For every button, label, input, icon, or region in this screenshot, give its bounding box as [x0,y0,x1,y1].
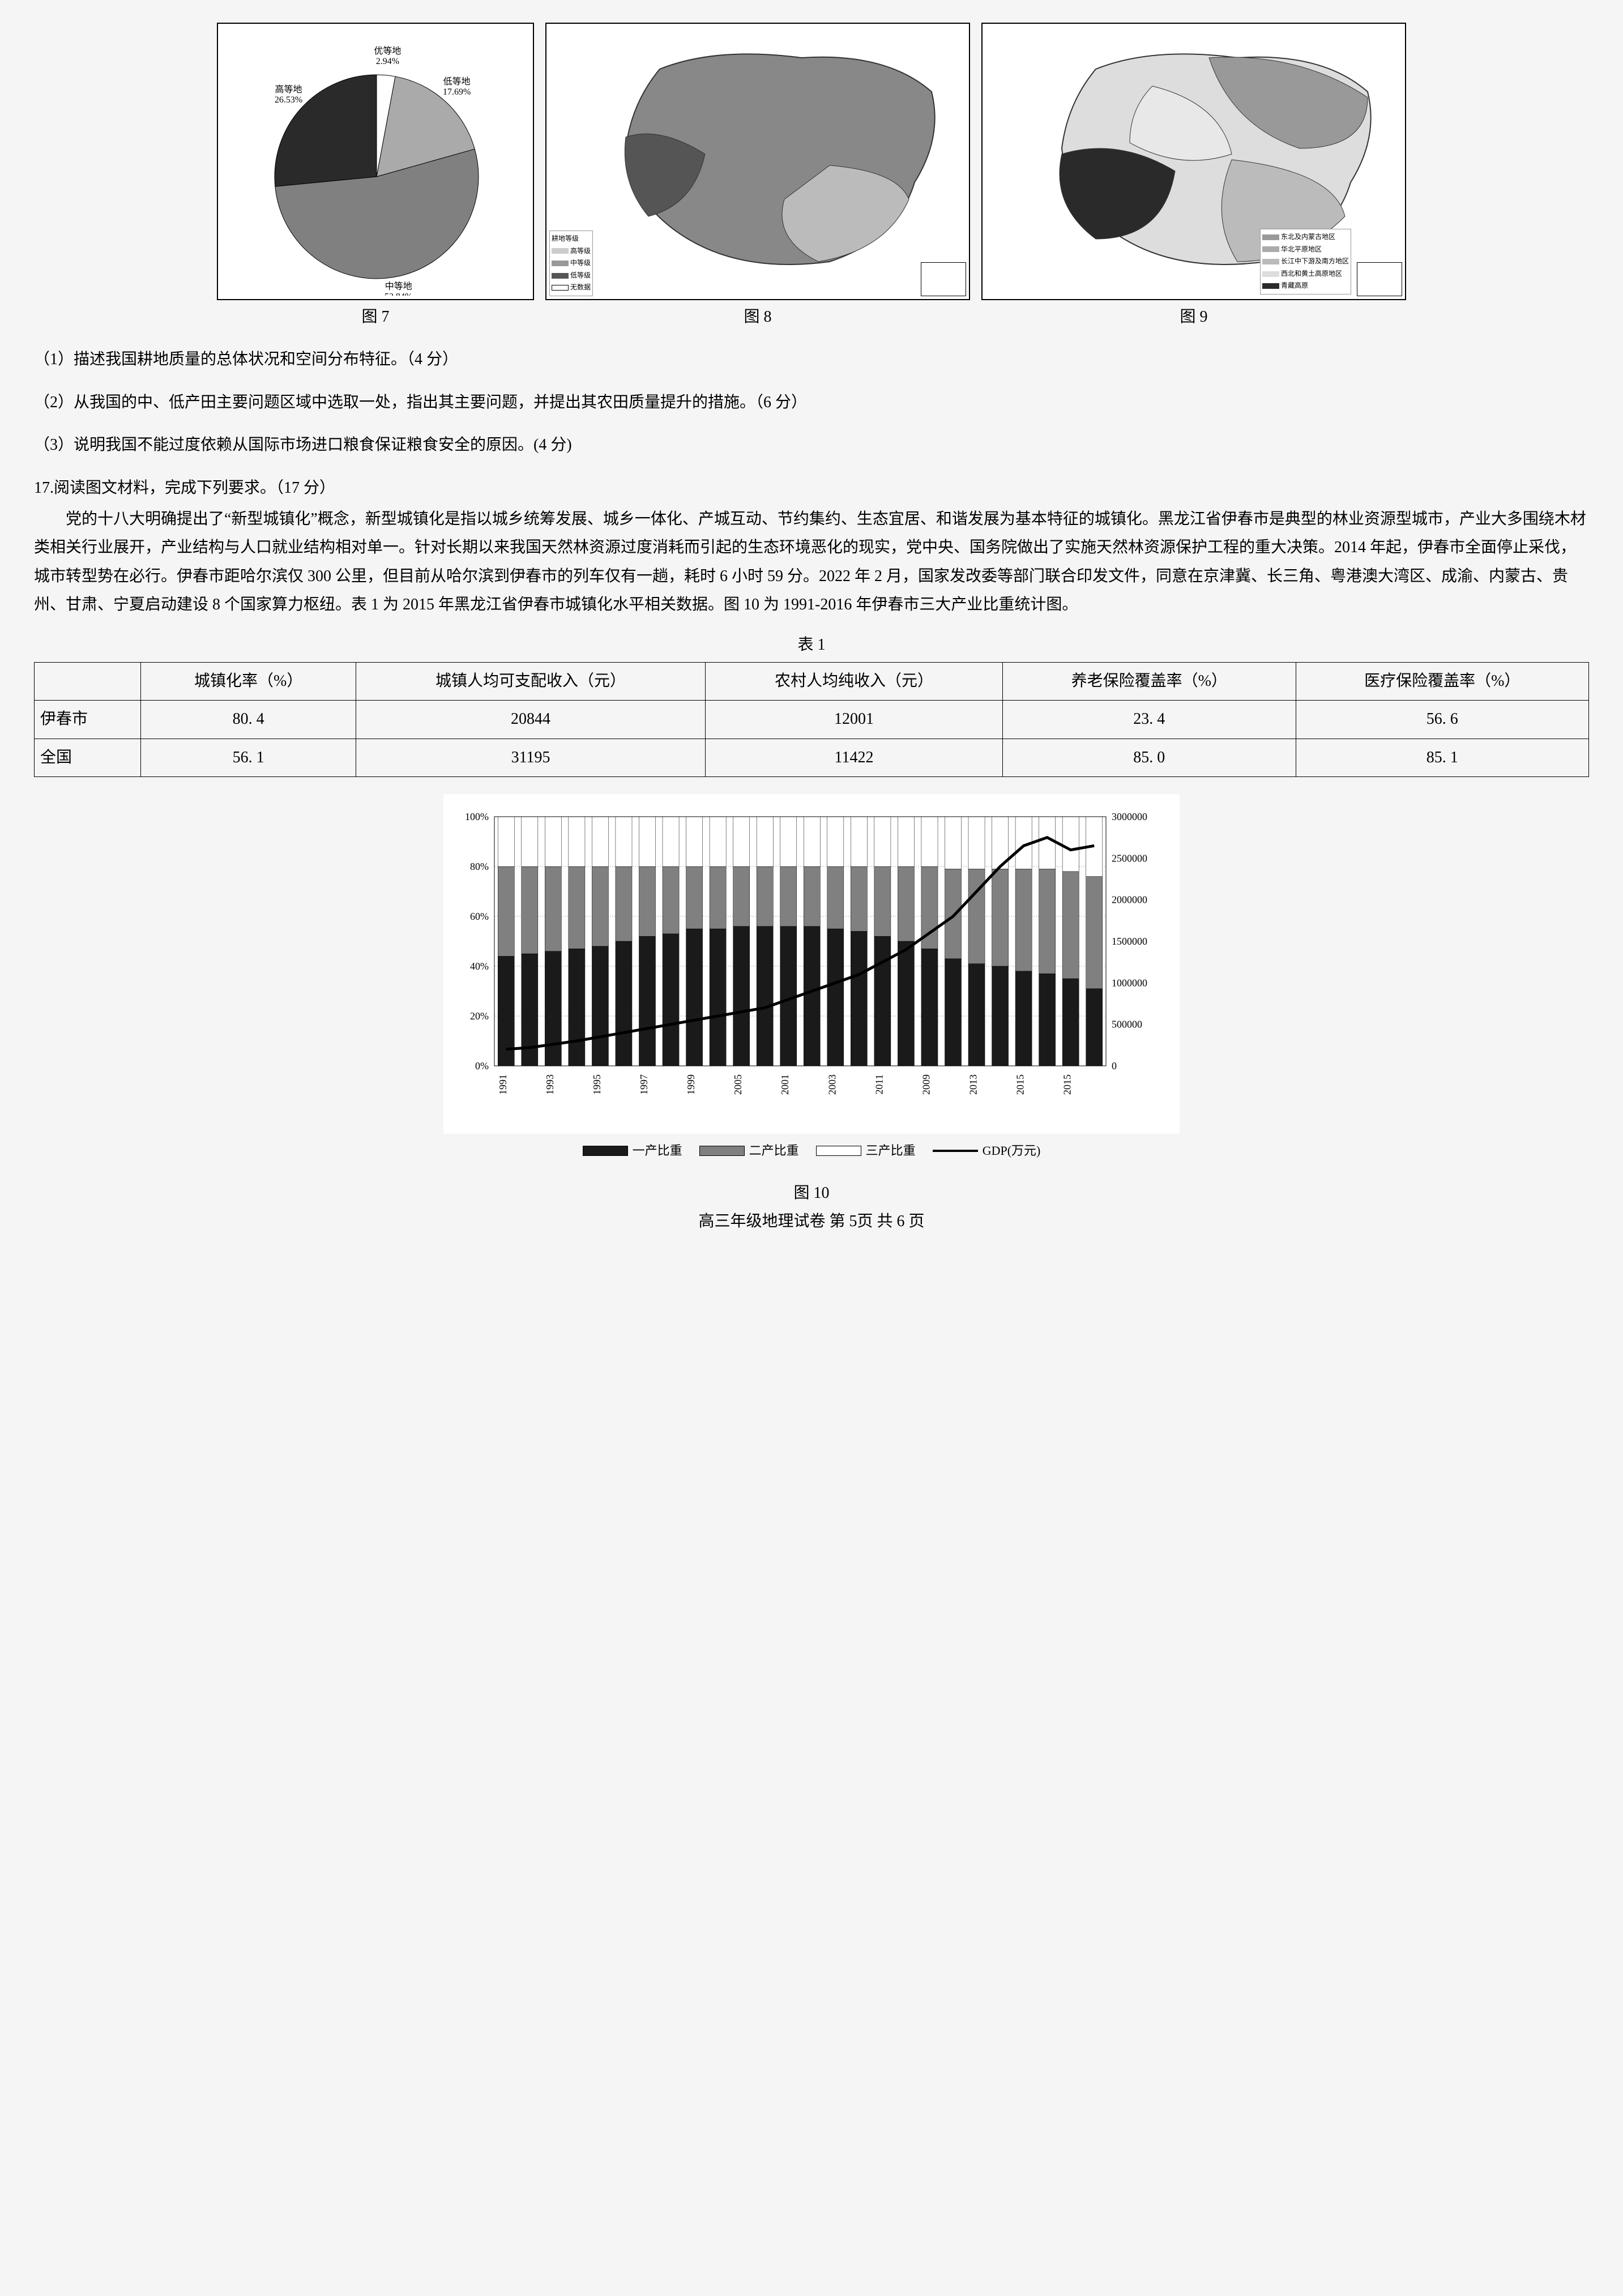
fig10-container: 0% 20% 40% 60% 80% 100% 0 500000 1000000 1500000 2… [34,794,1589,1162]
table-header-row: 城镇化率（%） 城镇人均可支配收入（元） 农村人均纯收入（元） 养老保险覆盖率（… [35,662,1589,700]
legend-row: 长江中下游及南方地区 [1262,255,1349,268]
fig7-container: 优等地2.94% 低等地17.69% 中等地52.84% 高等地26.53% 图 7 [217,23,534,331]
svg-text:60%: 60% [470,911,489,922]
table-cell: 23. 4 [1003,701,1296,739]
table-header: 农村人均纯收入（元） [705,662,1002,700]
fig10-legend: 一产比重 二产比重 三产比重 GDP(万元) [443,1140,1180,1162]
fig9-container: 东北及内蒙古地区 华北平原地区 长江中下游及南方地区 西北和黄土高原地区 青藏高… [981,23,1406,331]
question-1: （1）描述我国耕地质量的总体状况和空间分布特征。（4 分） [34,345,1589,374]
table-cell: 11422 [705,739,1002,776]
table-cell: 全国 [35,739,141,776]
svg-text:2011: 2011 [873,1074,885,1094]
legend-row: 低等级 [552,270,591,282]
legend-secondary: 二产比重 [699,1140,799,1162]
fig8-caption: 图 8 [744,303,771,331]
fig10-stacked-chart: 0% 20% 40% 60% 80% 100% 0 500000 1000000 1500000 2… [443,794,1180,1134]
svg-text:40%: 40% [470,961,489,972]
legend-row: 东北及内蒙古地区 [1262,231,1349,244]
table-cell: 80. 4 [141,701,356,739]
legend-row: 西北和黄土高原地区 [1262,268,1349,280]
table-cell: 85. 1 [1296,739,1589,776]
fig9-map: 东北及内蒙古地区 华北平原地区 长江中下游及南方地区 西北和黄土高原地区 青藏高… [981,23,1406,300]
legend-row: 华北平原地区 [1262,244,1349,256]
svg-text:80%: 80% [470,861,489,872]
fig8-container: 耕地等级 高等级 中等级 低等级 无数据 图 8 [545,23,970,331]
table-header: 城镇人均可支配收入（元） [356,662,706,700]
question-17-head: 17.阅读图文材料，完成下列要求。（17 分） [34,474,1589,502]
legend-tertiary: 三产比重 [816,1140,916,1162]
svg-text:52.84%: 52.84% [385,292,412,296]
svg-text:1500000: 1500000 [1112,936,1147,947]
svg-text:3000000: 3000000 [1112,811,1147,822]
table-cell: 20844 [356,701,706,739]
legend-primary: 一产比重 [583,1140,682,1162]
fig10-chart-wrap: 0% 20% 40% 60% 80% 100% 0 500000 1000000 1500000 2… [443,794,1180,1162]
table1-caption: 表 1 [34,631,1589,659]
table-cell: 56. 1 [141,739,356,776]
svg-text:1993: 1993 [544,1074,556,1095]
page-footer: 图 10 高三年级地理试卷 第 5页 共 6 页 [34,1179,1589,1236]
svg-text:优等地: 优等地 [374,46,401,56]
table-cell: 56. 6 [1296,701,1589,739]
fig9-caption: 图 9 [1180,303,1207,331]
legend-row: 青藏高原 [1262,280,1349,292]
svg-text:中等地: 中等地 [385,281,412,291]
svg-text:低等地: 低等地 [443,76,471,87]
fig8-legend-title: 耕地等级 [552,233,591,245]
legend-gdp: GDP(万元) [933,1140,1041,1162]
svg-text:0%: 0% [475,1060,489,1072]
inset-map [921,262,966,296]
svg-text:2003: 2003 [826,1074,838,1095]
fig8-map: 耕地等级 高等级 中等级 低等级 无数据 [545,23,970,300]
svg-text:2009: 2009 [920,1074,932,1095]
question-3: （3）说明我国不能过度依赖从国际市场进口粮食保证粮食安全的原因。(4 分) [34,431,1589,459]
svg-text:1995: 1995 [591,1074,603,1095]
legend-row: 中等级 [552,257,591,270]
table1: 城镇化率（%） 城镇人均可支配收入（元） 农村人均纯收入（元） 养老保险覆盖率（… [34,662,1589,777]
svg-text:高等地: 高等地 [275,84,302,95]
svg-text:26.53%: 26.53% [275,95,302,105]
svg-text:0: 0 [1112,1060,1117,1072]
svg-text:2013: 2013 [968,1074,979,1095]
svg-text:1997: 1997 [638,1074,650,1095]
table-header: 医疗保险覆盖率（%） [1296,662,1589,700]
svg-text:2005: 2005 [732,1074,744,1095]
svg-text:1999: 1999 [685,1074,697,1095]
table-header: 城镇化率（%） [141,662,356,700]
svg-text:1000000: 1000000 [1112,977,1147,988]
legend-row: 高等级 [552,245,591,258]
table-cell: 85. 0 [1003,739,1296,776]
table-cell: 31195 [356,739,706,776]
table-row: 伊春市 80. 4 20844 12001 23. 4 56. 6 [35,701,1589,739]
table-row: 全国 56. 1 31195 11422 85. 0 85. 1 [35,739,1589,776]
svg-text:2000000: 2000000 [1112,894,1147,906]
fig7-caption: 图 7 [361,303,389,331]
fig9-legend: 东北及内蒙古地区 华北平原地区 长江中下游及南方地区 西北和黄土高原地区 青藏高… [1260,229,1351,295]
svg-text:500000: 500000 [1112,1019,1142,1030]
table-cell: 12001 [705,701,1002,739]
page-number: 高三年级地理试卷 第 5页 共 6 页 [34,1207,1589,1236]
fig10-caption: 图 10 [34,1179,1589,1207]
fig7-pie-chart: 优等地2.94% 低等地17.69% 中等地52.84% 高等地26.53% [217,23,534,300]
table-header [35,662,141,700]
svg-text:100%: 100% [465,811,489,822]
question-17-paragraph: 党的十八大明确提出了“新型城镇化”概念，新型城镇化是指以城乡统筹发展、城乡一体化… [34,505,1589,620]
svg-text:2001: 2001 [779,1074,791,1095]
table-cell: 伊春市 [35,701,141,739]
svg-text:17.69%: 17.69% [443,87,471,97]
svg-text:1991: 1991 [497,1074,509,1095]
svg-text:2015: 2015 [1062,1074,1073,1095]
svg-text:2500000: 2500000 [1112,852,1147,864]
figures-row: 优等地2.94%低等地17.69%中等地52.84%高等地26.53% 图 7 … [34,23,1589,331]
fig8-legend: 耕地等级 高等级 中等级 低等级 无数据 [549,231,593,296]
svg-text:20%: 20% [470,1010,489,1022]
question-2: （2）从我国的中、低产田主要问题区域中选取一处，指出其主要问题，并提出其农田质量… [34,389,1589,417]
inset-map [1357,262,1402,296]
table-header: 养老保险覆盖率（%） [1003,662,1296,700]
svg-text:2.94%: 2.94% [376,57,399,66]
legend-row: 无数据 [552,281,591,294]
svg-text:2015: 2015 [1015,1074,1026,1095]
